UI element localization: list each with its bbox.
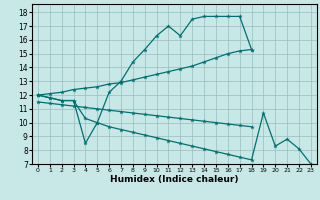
X-axis label: Humidex (Indice chaleur): Humidex (Indice chaleur): [110, 175, 239, 184]
